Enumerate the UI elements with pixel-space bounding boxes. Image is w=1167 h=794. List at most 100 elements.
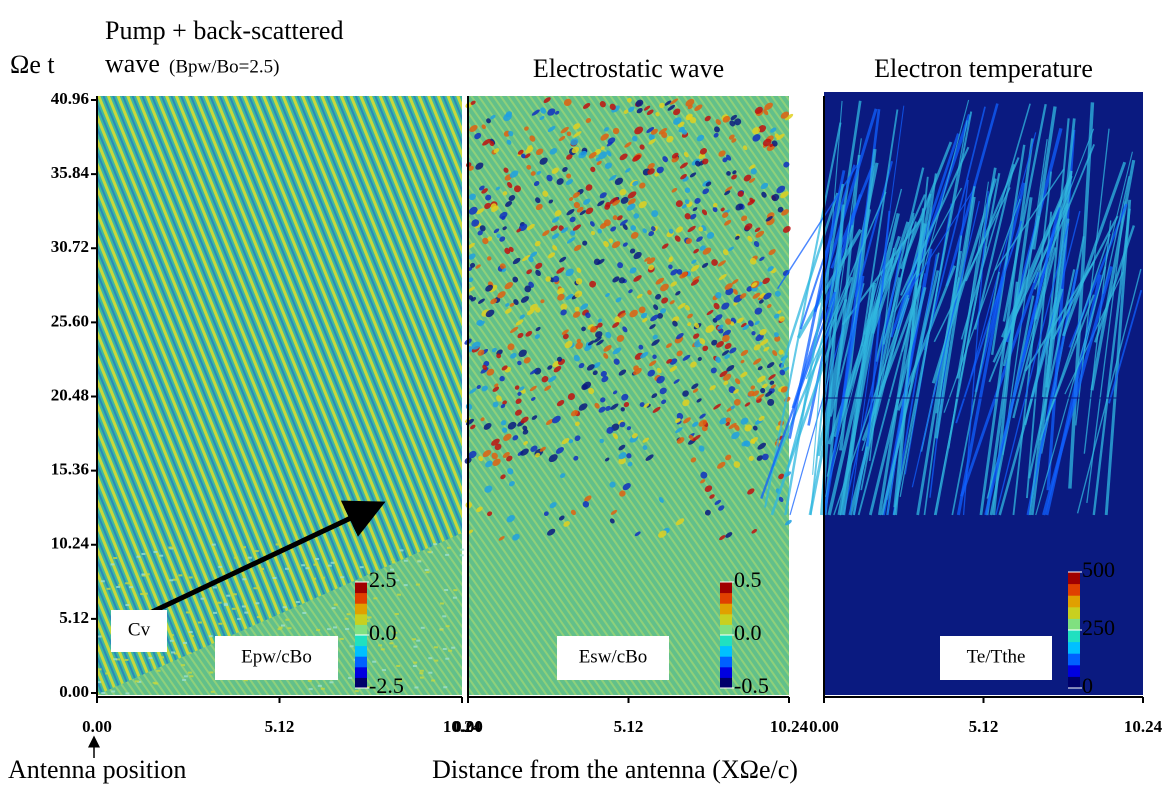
- texture: [639, 182, 646, 189]
- texture: [731, 279, 739, 285]
- texture: [725, 422, 730, 426]
- texture: [512, 257, 521, 265]
- texture: [692, 207, 698, 212]
- texture: [525, 330, 533, 337]
- texture: [578, 150, 587, 159]
- texture: [670, 269, 678, 276]
- texture: [660, 308, 667, 314]
- texture: [575, 278, 583, 285]
- texture: [97, 635, 102, 638]
- x-tick-label: 0.00: [453, 717, 483, 736]
- texture: [589, 280, 597, 288]
- texture: [719, 417, 728, 425]
- texture: [308, 688, 313, 691]
- texture: [113, 658, 118, 661]
- texture: [486, 368, 495, 376]
- texture: [533, 181, 540, 187]
- texture: [588, 152, 597, 159]
- texture: [712, 207, 718, 213]
- texture: [647, 369, 656, 377]
- texture: [141, 573, 146, 576]
- texture: [542, 230, 550, 237]
- y-axis-label: Ωe t: [10, 50, 55, 79]
- texture: [524, 153, 531, 159]
- texture: [570, 410, 579, 417]
- x-tick-label: 5.12: [265, 717, 295, 736]
- texture: [994, 168, 1065, 271]
- texture: [606, 426, 614, 434]
- texture: [475, 264, 481, 269]
- texture: [428, 657, 433, 660]
- texture: [548, 199, 554, 204]
- texture: [503, 113, 512, 122]
- texture: [611, 241, 621, 249]
- texture: [767, 266, 774, 272]
- texture: [713, 302, 720, 310]
- texture: [136, 555, 141, 558]
- texture: [460, 548, 465, 551]
- texture: [439, 602, 444, 605]
- texture: [604, 162, 612, 169]
- texture: [534, 307, 541, 313]
- texture: [616, 215, 623, 221]
- texture: [420, 626, 425, 629]
- texture: [659, 387, 667, 395]
- texture: [615, 297, 622, 303]
- texture: [394, 613, 399, 616]
- texture: [1068, 102, 1095, 489]
- texture: [156, 669, 161, 672]
- texture: [448, 649, 453, 652]
- texture: [676, 269, 683, 275]
- texture: [721, 350, 730, 356]
- texture: [517, 391, 522, 396]
- texture: [211, 543, 216, 546]
- texture: [566, 173, 572, 179]
- texture: [722, 249, 729, 256]
- texture: [482, 237, 489, 245]
- texture: [218, 622, 223, 625]
- texture: [572, 311, 581, 318]
- colorbar-segment: [1068, 641, 1080, 654]
- texture: [587, 340, 595, 346]
- texture: [499, 375, 505, 382]
- texture: [594, 402, 600, 409]
- texture: [911, 200, 980, 488]
- y-tick-label: 0.00: [59, 682, 89, 701]
- texture: [519, 314, 525, 319]
- texture: [349, 645, 354, 648]
- texture: [494, 443, 502, 451]
- colorbar-segment: [720, 603, 732, 615]
- texture: [690, 361, 697, 368]
- colorbar-segment: [720, 645, 732, 657]
- texture: [517, 149, 524, 155]
- texture: [526, 269, 533, 275]
- texture: [512, 533, 520, 541]
- colorbar-segment: [720, 635, 732, 647]
- texture: [618, 277, 626, 284]
- texture: [512, 435, 519, 441]
- texture: [523, 441, 529, 446]
- texture: [403, 559, 408, 562]
- texture: [561, 227, 569, 234]
- colorbar-label: Te/Tthe: [967, 646, 1026, 667]
- texture: [129, 586, 134, 589]
- texture: [480, 417, 485, 422]
- texture: [706, 309, 714, 316]
- texture: [693, 333, 700, 339]
- texture: [506, 455, 513, 462]
- texture: [748, 178, 756, 183]
- texture: [687, 313, 693, 319]
- texture: [160, 656, 165, 659]
- colorbar-segment: [355, 592, 367, 604]
- texture: [372, 660, 377, 663]
- texture: [469, 124, 478, 133]
- texture: [531, 396, 536, 401]
- texture: [540, 107, 547, 114]
- texture: [282, 606, 287, 609]
- texture: [689, 213, 697, 220]
- texture: [116, 658, 121, 661]
- texture: [573, 131, 582, 138]
- texture: [767, 398, 775, 406]
- texture: [496, 395, 502, 402]
- texture: [772, 350, 778, 357]
